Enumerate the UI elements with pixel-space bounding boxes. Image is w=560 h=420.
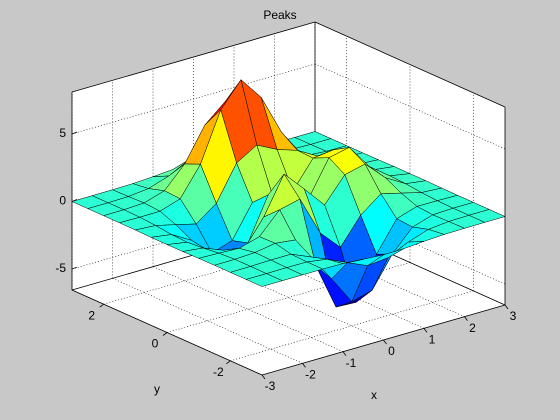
tick-mark (504, 304, 509, 310)
y-tick-label: 2 (88, 308, 95, 322)
x-tick-label: -1 (346, 356, 357, 370)
tick-mark (261, 374, 266, 380)
x-tick-label: -3 (265, 379, 276, 393)
tick-mark (302, 363, 306, 368)
axis-edge (71, 21, 316, 93)
grid-line (230, 290, 474, 362)
y-tick-label: 0 (152, 337, 159, 351)
axis-edge (314, 21, 506, 108)
y-axis-label: y (154, 382, 160, 396)
tick-mark (71, 266, 78, 270)
x-axis-label: x (371, 388, 377, 402)
y-tick-label: -2 (213, 365, 224, 379)
tick-mark (464, 316, 468, 321)
x-tick-label: 2 (469, 321, 476, 335)
chart-title: Peaks (263, 8, 296, 22)
labels: -3 -2 -1 0 1 2 3 -2 0 2 -5 0 5 (55, 126, 516, 393)
x-tick-label: 0 (388, 344, 395, 358)
x-tick-label: 3 (510, 309, 517, 323)
z-tick-label: 5 (59, 126, 66, 140)
x-tick-label: 1 (429, 333, 436, 347)
surface-patch (245, 273, 283, 287)
surface (71, 79, 506, 308)
grid-line (71, 63, 316, 135)
z-tick-label: -5 (55, 261, 66, 275)
tick-mark (71, 131, 78, 135)
tick-mark (342, 351, 347, 356)
tick-mark (162, 332, 168, 336)
tick-mark (99, 303, 104, 308)
tick-mark (383, 339, 387, 345)
z-tick-label: 0 (59, 194, 66, 208)
tick-mark (423, 328, 428, 333)
tick-mark (226, 360, 231, 365)
x-tick-label: -2 (305, 368, 316, 382)
